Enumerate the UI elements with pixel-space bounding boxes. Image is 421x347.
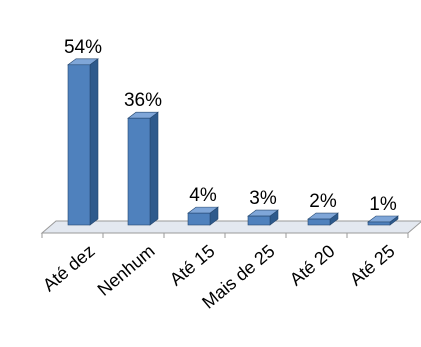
bar (247, 209, 279, 226)
category-label: Até 15 (166, 241, 219, 290)
data-label: 3% (249, 188, 277, 209)
bar (187, 206, 219, 226)
data-label: 4% (189, 185, 217, 206)
bar-front (67, 64, 91, 226)
data-label: 36% (124, 90, 162, 111)
bar-front (247, 215, 271, 226)
bar-front (127, 117, 151, 226)
bar (307, 212, 339, 226)
bar (367, 215, 399, 226)
chart-floor (40, 220, 421, 238)
bar-side (89, 58, 99, 226)
bars (67, 58, 399, 226)
bar-front (187, 212, 211, 226)
bar (67, 58, 99, 226)
bar-front (307, 218, 331, 226)
data-labels: 54% 36% 4% 3% 2% 1% (64, 37, 397, 215)
category-label: Até 25 (346, 241, 399, 290)
bar-side (149, 111, 159, 226)
bar-front (367, 221, 391, 226)
data-label: 1% (369, 194, 397, 215)
category-label: Nenhum (94, 241, 159, 300)
data-label: 54% (64, 37, 102, 58)
bar (127, 111, 159, 226)
category-label: Até dez (39, 241, 99, 296)
category-label: Até 20 (286, 241, 339, 290)
data-label: 2% (309, 191, 337, 212)
floor-plane (40, 220, 421, 234)
